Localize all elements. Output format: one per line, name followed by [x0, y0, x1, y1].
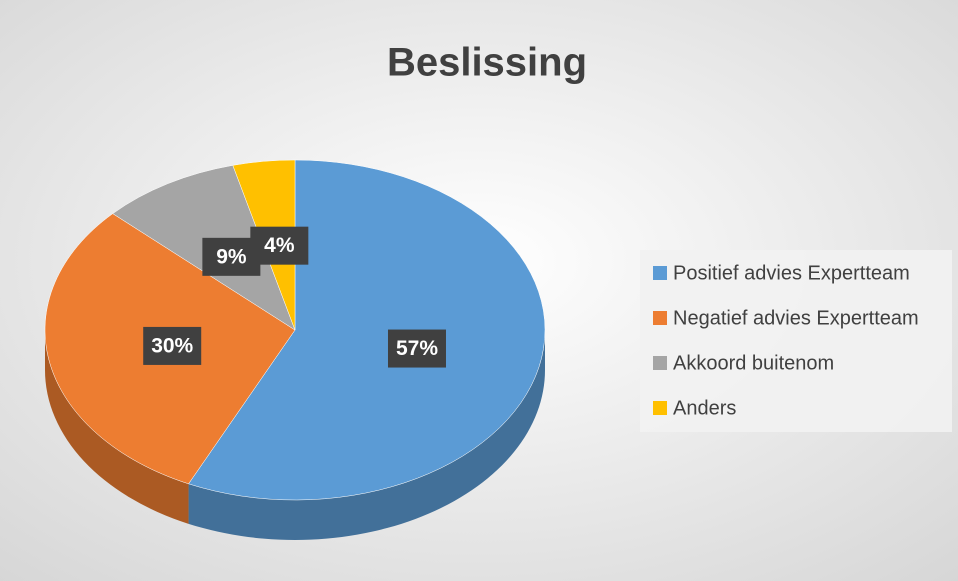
data-label: 9%	[216, 245, 247, 268]
legend-swatch	[653, 401, 667, 415]
data-label: 57%	[396, 337, 438, 360]
legend-label: Akkoord buitenom	[673, 352, 834, 374]
legend-swatch	[653, 356, 667, 370]
chart-title: Beslissing	[387, 41, 587, 85]
data-label-box	[250, 226, 309, 265]
slice	[188, 159, 546, 501]
data-label: 4%	[264, 234, 295, 257]
slice-side	[188, 330, 545, 541]
legend-swatch	[653, 311, 667, 325]
legend-label: Positief advies Expertteam	[673, 262, 910, 284]
data-label-box	[143, 326, 202, 365]
legend-label: Negatief advies Expertteam	[673, 307, 919, 329]
data-label-box	[387, 329, 446, 368]
slice-side	[45, 330, 189, 524]
legend-box	[640, 250, 952, 432]
legend-label: Anders	[673, 397, 736, 419]
data-label: 30%	[151, 334, 193, 357]
legend-swatch	[653, 266, 667, 280]
